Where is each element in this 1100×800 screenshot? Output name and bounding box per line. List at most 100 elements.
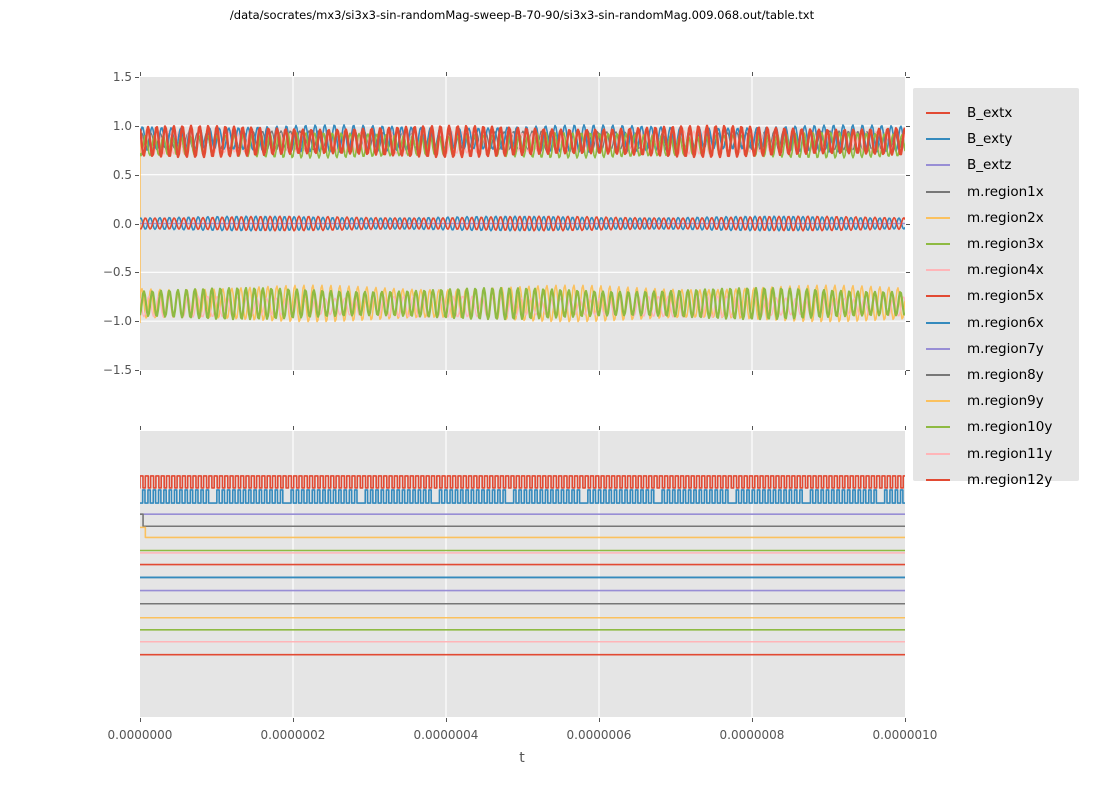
tick-mark <box>140 72 141 76</box>
y-tick-label: −1.0 <box>102 314 132 329</box>
tick-mark <box>599 718 600 722</box>
tick-mark <box>135 125 139 127</box>
tick-mark <box>293 72 294 76</box>
legend-label: m.region11y <box>967 445 1053 462</box>
bottom-plot <box>140 431 905 717</box>
series-B_extx <box>140 215 905 232</box>
tick-mark <box>140 718 141 722</box>
legend-swatch <box>926 243 950 246</box>
tick-mark <box>135 77 139 78</box>
tick-mark <box>752 426 753 430</box>
tick-mark <box>135 174 139 176</box>
tick-mark <box>446 426 447 430</box>
top-plot <box>140 77 905 370</box>
legend-item: m.region2x <box>913 205 1079 231</box>
legend-swatch <box>926 478 950 481</box>
legend-label: m.region9y <box>967 393 1044 410</box>
legend-swatch <box>926 400 950 403</box>
tick-mark <box>599 426 600 430</box>
series-region3x <box>140 286 905 321</box>
tick-mark <box>135 370 139 371</box>
series-sq-blue <box>140 489 905 504</box>
tick-mark <box>905 718 906 722</box>
tick-mark <box>599 371 600 375</box>
tick-mark <box>906 272 910 274</box>
tick-mark <box>906 370 910 371</box>
tick-mark <box>905 426 906 430</box>
legend-label: m.region2x <box>967 209 1044 226</box>
tick-mark <box>599 72 600 76</box>
x-axis-label: t <box>519 750 525 766</box>
legend-swatch <box>926 452 950 455</box>
legend: B_extx B_exty B_extz m.region1x m.region2x m.… <box>913 88 1079 488</box>
y-tick-label: 1.5 <box>112 70 132 84</box>
x-tick-label: 0.0000008 <box>719 728 785 742</box>
legend-item: B_exty <box>913 126 1079 152</box>
tick-mark <box>906 223 910 225</box>
x-tick-label: 0.0000000 <box>107 728 173 742</box>
legend-label: m.region1x <box>967 183 1044 200</box>
legend-swatch <box>926 347 950 350</box>
series-region-x-main <box>140 124 905 159</box>
tick-mark <box>135 223 139 225</box>
legend-item: m.region6x <box>913 310 1079 336</box>
y-tick-label: 0.0 <box>112 216 132 231</box>
tick-mark <box>135 321 139 323</box>
x-tick-label: 0.0000010 <box>872 728 938 742</box>
legend-item: B_extx <box>913 100 1079 126</box>
tick-mark <box>905 72 906 76</box>
legend-item: m.region9y <box>913 388 1079 414</box>
plot-title: /data/socrates/mx3/si3x3-sin-randomMag-s… <box>229 8 815 22</box>
legend-swatch <box>926 164 950 167</box>
series-step-orange <box>140 526 905 539</box>
tick-mark <box>752 72 753 76</box>
tick-mark <box>752 371 753 375</box>
legend-label: m.region6x <box>967 314 1044 331</box>
series-step-gray <box>140 513 905 528</box>
tick-mark <box>905 371 906 375</box>
legend-swatch <box>926 190 950 193</box>
legend-swatch <box>926 321 950 324</box>
tick-mark <box>293 426 294 430</box>
legend-item: m.region3x <box>913 231 1079 257</box>
legend-label: B_exty <box>967 131 1013 148</box>
series-sq-red <box>140 475 905 489</box>
legend-label: m.region4x <box>967 262 1044 279</box>
tick-mark <box>906 77 910 78</box>
legend-label: m.region3x <box>967 236 1044 253</box>
series-region-neg-pink <box>140 295 905 318</box>
legend-item: m.region10y <box>913 414 1079 440</box>
legend-item: m.region8y <box>913 362 1079 388</box>
legend-label: m.region5x <box>967 288 1044 305</box>
tick-mark <box>140 371 141 375</box>
legend-item: m.region5x <box>913 283 1079 309</box>
legend-label: B_extx <box>967 105 1013 122</box>
legend-label: m.region12y <box>967 471 1053 488</box>
legend-item: m.region11y <box>913 440 1079 466</box>
tick-mark <box>752 718 753 722</box>
legend-swatch <box>926 112 950 115</box>
tick-mark <box>446 718 447 722</box>
legend-item: m.region1x <box>913 179 1079 205</box>
plot-canvas <box>140 77 905 370</box>
legend-label: m.region7y <box>967 340 1044 357</box>
legend-swatch <box>926 373 950 376</box>
legend-swatch <box>926 269 950 272</box>
tick-mark <box>140 426 141 430</box>
tick-mark <box>906 321 910 323</box>
legend-label: m.region8y <box>967 366 1044 383</box>
legend-label: B_extz <box>967 157 1012 174</box>
tick-mark <box>293 371 294 375</box>
y-tick-label: −1.5 <box>102 363 132 377</box>
legend-item: m.region12y <box>913 467 1079 493</box>
tick-mark <box>135 272 139 274</box>
tick-mark <box>906 174 910 176</box>
legend-swatch <box>926 426 950 429</box>
tick-mark <box>446 72 447 76</box>
tick-mark <box>446 371 447 375</box>
x-tick-label: 0.0000004 <box>413 728 479 742</box>
y-tick-label: 0.5 <box>112 167 132 182</box>
tick-mark <box>906 125 910 127</box>
plot-canvas <box>140 431 905 717</box>
